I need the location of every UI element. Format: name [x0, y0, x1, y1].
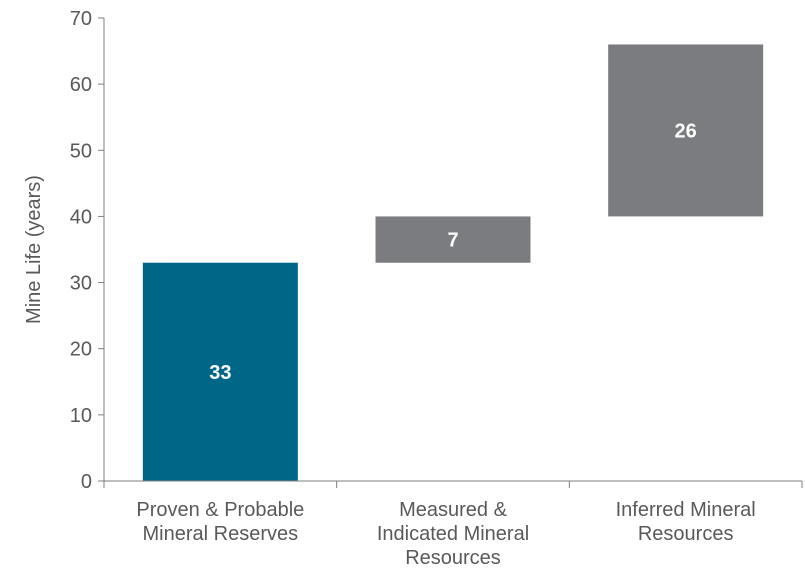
y-tick-label: 70 — [70, 8, 92, 30]
y-tick-label: 60 — [70, 74, 92, 96]
x-category-label-line: Measured & — [399, 499, 507, 521]
bar-data-label: 26 — [675, 120, 697, 142]
bar — [375, 216, 531, 263]
x-category-label-line: Resources — [638, 523, 734, 545]
bar-data-label: 33 — [209, 362, 231, 384]
y-axis: 0 10 20 30 40 50 60 70 — [70, 8, 105, 493]
bar — [608, 44, 764, 217]
x-category-label: Measured & Indicated Mineral Resources — [377, 499, 529, 569]
bar-data-label: 7 — [447, 230, 458, 252]
y-axis-title: Mine Life (years) — [23, 175, 45, 324]
x-category-label-line: Indicated Mineral — [377, 523, 529, 545]
bars-group: 33 7 26 — [142, 44, 764, 481]
x-axis: Proven & Probable Mineral Reserves Measure… — [103, 480, 803, 569]
x-category-label-line: Inferred Mineral — [616, 499, 756, 521]
y-tick-label: 0 — [81, 471, 92, 493]
bar — [142, 262, 298, 481]
x-category-label-line: Proven & Probable — [136, 499, 304, 521]
y-tick-label: 20 — [70, 339, 92, 361]
x-category-label-line: Resources — [405, 547, 501, 569]
y-tick-label: 50 — [70, 140, 92, 162]
y-tick-label: 30 — [70, 273, 92, 295]
y-tick-label: 40 — [70, 206, 92, 228]
x-category-label: Inferred Mineral Resources — [616, 499, 756, 545]
x-category-label: Proven & Probable Mineral Reserves — [136, 499, 304, 545]
x-category-label-line: Mineral Reserves — [143, 523, 299, 545]
y-tick-label: 10 — [70, 405, 92, 427]
